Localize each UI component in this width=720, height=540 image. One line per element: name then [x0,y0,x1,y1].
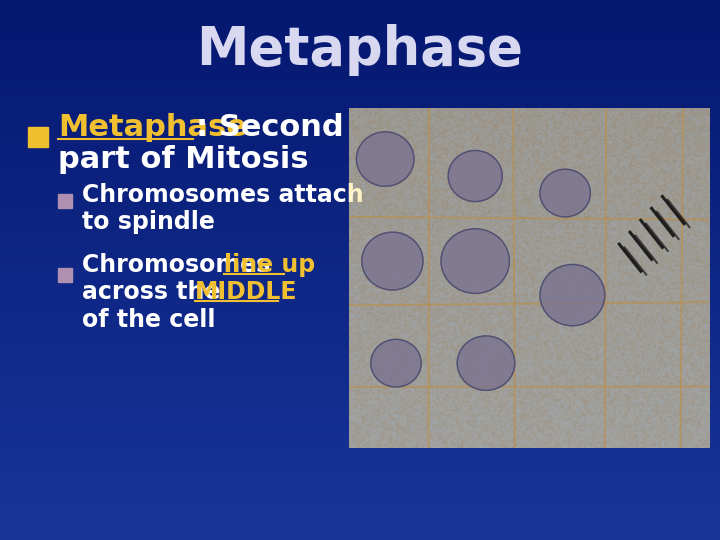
Text: line up: line up [224,253,315,277]
Circle shape [540,265,605,326]
Circle shape [356,132,414,186]
Text: : Second: : Second [196,113,343,143]
Text: part of Mitosis: part of Mitosis [58,145,309,174]
Bar [58,194,72,208]
Circle shape [540,169,590,217]
Text: Metaphase: Metaphase [197,24,523,76]
Bar [28,127,48,147]
Text: MIDDLE: MIDDLE [195,280,297,304]
Text: Chromosomes attach: Chromosomes attach [82,183,364,207]
Circle shape [361,232,423,290]
Text: to spindle: to spindle [82,210,215,234]
Bar [58,268,72,282]
Circle shape [457,336,515,390]
Circle shape [441,229,510,293]
Text: of the cell: of the cell [82,308,215,332]
Text: Chromosomes: Chromosomes [82,253,279,277]
Circle shape [448,151,503,201]
Circle shape [371,339,421,387]
Text: across the: across the [82,280,229,304]
Text: Metaphase: Metaphase [58,113,247,143]
